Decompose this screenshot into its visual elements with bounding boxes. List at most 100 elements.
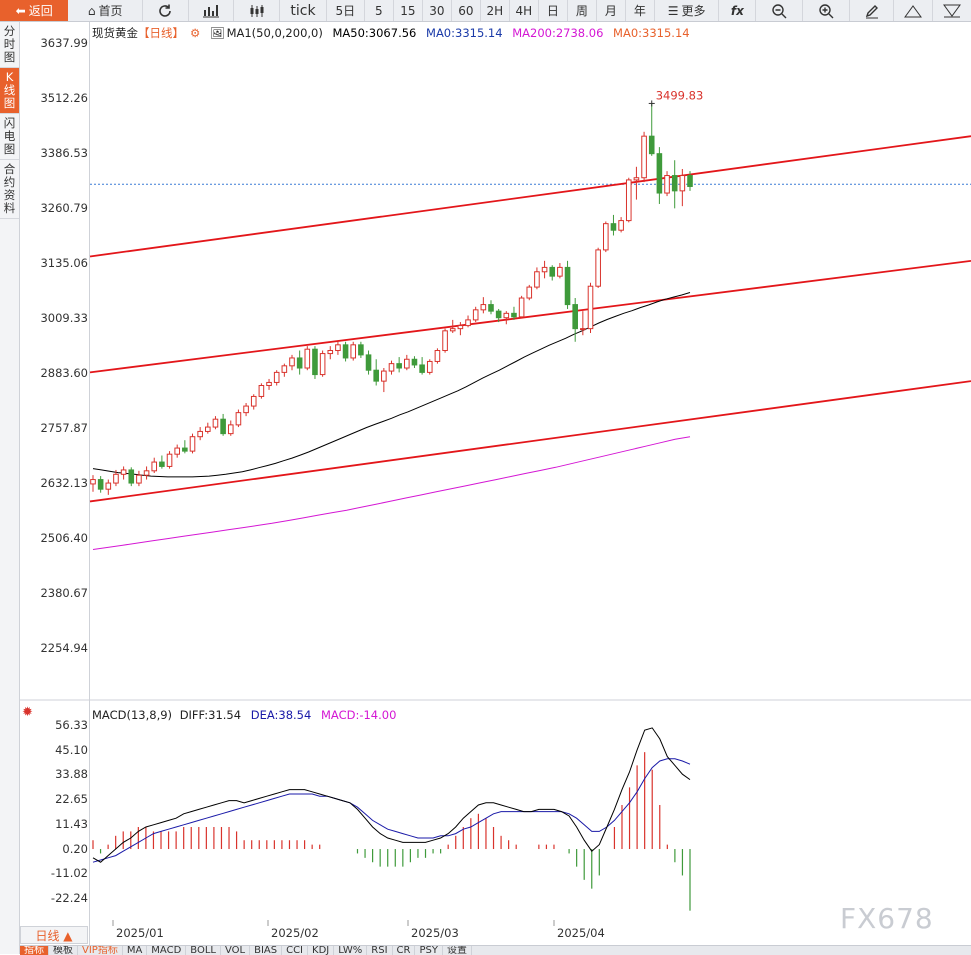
ma-name: MA1(50,0,200,0): [226, 26, 323, 40]
indicator-tab[interactable]: 设置: [443, 946, 472, 955]
ma-settings-icon[interactable]: 🖼: [209, 26, 225, 40]
sidebar-tab-3[interactable]: 合约资料: [0, 160, 19, 219]
candle-body: [449, 328, 456, 332]
refresh-button[interactable]: [143, 0, 189, 21]
candle-body: [419, 364, 425, 373]
period-0-button[interactable]: 5日: [327, 0, 365, 21]
triangle-tool-button[interactable]: [894, 0, 934, 21]
triangle-tool-button-2[interactable]: [933, 0, 971, 21]
date-axis-label: 2025/04: [557, 926, 605, 940]
indicator-tab[interactable]: MA: [123, 946, 148, 955]
period-4-button[interactable]: 60: [452, 0, 481, 21]
indicator-tab[interactable]: 指标: [20, 946, 49, 955]
macd-value: MACD:-14.00: [320, 708, 397, 722]
period-6-button[interactable]: 4H: [510, 0, 539, 21]
period-10-button[interactable]: 年: [626, 0, 655, 21]
period-5-button[interactable]: 2H: [481, 0, 510, 21]
price-tick-label: 2883.60: [40, 365, 88, 380]
indicator-tab[interactable]: MACD: [147, 946, 187, 955]
candle-body: [235, 412, 242, 426]
candle-body: [120, 469, 127, 475]
date-axis-label: 2025/03: [411, 926, 459, 940]
macd-tick-label: 0.20: [62, 841, 88, 856]
watermark: FX678: [840, 902, 934, 935]
price-tick-label: 3135.06: [40, 256, 88, 270]
settings-icon[interactable]: ⚙: [190, 26, 201, 40]
indicator-tab[interactable]: BIAS: [250, 946, 283, 955]
tick-button[interactable]: tick: [280, 0, 327, 21]
indicator-tab[interactable]: KDJ: [308, 946, 335, 955]
indicator-tab[interactable]: 模板: [49, 946, 78, 955]
chart-type-bar-button[interactable]: [189, 0, 235, 21]
more-button[interactable]: ☰ 更多: [655, 0, 720, 21]
candle-body: [350, 344, 357, 359]
candle-body: [457, 325, 464, 330]
candle-body: [618, 220, 624, 231]
triangle-down-icon: [943, 4, 962, 17]
trend-channel-middle: [89, 259, 971, 374]
candle-body: [679, 175, 686, 192]
ma50-value: MA50:3067.56: [332, 26, 417, 40]
candle-body: [266, 381, 272, 387]
period-1-button[interactable]: 5: [365, 0, 394, 21]
home-button[interactable]: ⌂ 首页: [68, 0, 143, 21]
period-2-button[interactable]: 15: [394, 0, 423, 21]
candle-body: [97, 479, 104, 490]
candle-body: [434, 350, 441, 362]
indicator-tab[interactable]: VOL: [221, 946, 251, 955]
candle-body: [289, 357, 295, 367]
indicator-tab[interactable]: CCI: [282, 946, 309, 955]
candle-body: [90, 479, 96, 485]
zoom-in-button[interactable]: [803, 0, 850, 21]
dea-line: [92, 758, 691, 863]
price-tick-label: 3386.53: [40, 145, 88, 160]
candle-body: [381, 370, 387, 382]
fx-button[interactable]: fx: [719, 0, 757, 21]
ma0-value: MA0:3315.14: [426, 26, 503, 40]
candle-body: [687, 175, 693, 187]
candle-body: [358, 344, 364, 356]
macd-tick-label: 33.88: [55, 767, 88, 782]
indicator-tab[interactable]: CR: [393, 946, 416, 955]
period-7-button[interactable]: 日: [539, 0, 568, 21]
candle-body: [495, 310, 502, 319]
candle-body: [641, 135, 647, 179]
indicator-tab[interactable]: LW%: [334, 946, 368, 955]
chart-type-candle-button[interactable]: [234, 0, 281, 21]
indicator-tab[interactable]: PSY: [415, 946, 443, 955]
back-button[interactable]: ⬅ 返回: [0, 0, 69, 21]
candle-body: [664, 175, 670, 194]
candle-body: [503, 312, 510, 319]
candle-body: [250, 395, 257, 407]
candle-body: [304, 348, 311, 369]
candle-body: [166, 453, 173, 467]
period-9-button[interactable]: 月: [597, 0, 626, 21]
macd-tick-label: -22.24: [50, 891, 88, 905]
dea-value: DEA:38.54: [250, 708, 312, 722]
price-tick-label: 2380.67: [40, 586, 88, 600]
sidebar-tab-2[interactable]: 闪电图: [0, 114, 19, 160]
price-tick-label: 3260.79: [40, 201, 88, 215]
period-8-button[interactable]: 周: [568, 0, 597, 21]
period-select-button[interactable]: 日线 ▲: [20, 926, 88, 944]
indicator-tab[interactable]: BOLL: [186, 946, 221, 955]
indicator-tab[interactable]: VIP指标: [78, 946, 123, 955]
macd-settings-icon[interactable]: ✹: [22, 705, 33, 720]
candle-body: [564, 266, 571, 306]
zoom-out-button[interactable]: [756, 0, 803, 21]
candle-body: [465, 319, 471, 327]
draw-button[interactable]: [850, 0, 895, 21]
price-tick-label: 2254.94: [40, 641, 88, 655]
macd-tick-label: -11.02: [50, 866, 88, 881]
price-tick-label: 2757.87: [40, 420, 88, 435]
indicator-tab[interactable]: RSI: [367, 946, 393, 955]
period-3-button[interactable]: 30: [423, 0, 452, 21]
candle-body: [388, 363, 395, 372]
candle-body: [243, 405, 249, 414]
sidebar-tab-0[interactable]: 分时图: [0, 22, 19, 68]
ma200-line: [92, 436, 691, 550]
candle-body: [404, 358, 410, 369]
